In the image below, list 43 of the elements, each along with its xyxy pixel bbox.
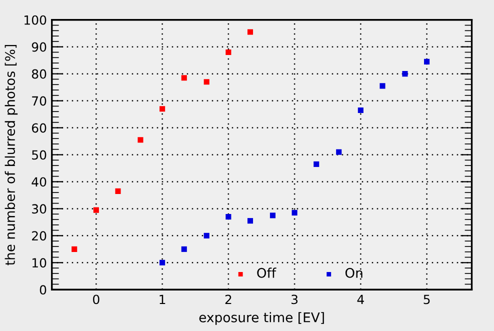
y-tick-label: 20: [32, 231, 46, 241]
point: [424, 58, 430, 64]
point: [181, 246, 187, 252]
y-tick-label: 80: [32, 69, 46, 79]
point: [160, 260, 166, 266]
legend-label: On: [345, 268, 362, 278]
point: [270, 212, 276, 218]
x-tick-label: 0: [93, 294, 100, 304]
point: [226, 214, 232, 220]
point: [247, 29, 254, 35]
point: [93, 207, 99, 213]
y-axis-title: the number of blurred photos [%]: [4, 44, 18, 266]
point: [336, 149, 342, 155]
x-axis-title: exposure time [EV]: [199, 312, 324, 325]
point: [204, 79, 210, 85]
y-tick-label: 70: [32, 96, 46, 106]
point: [292, 210, 298, 216]
point: [358, 107, 364, 114]
y-tick-label: 10: [32, 258, 46, 268]
point: [72, 246, 78, 252]
point: [181, 75, 187, 81]
legend-label: Off: [257, 268, 276, 278]
y-tick-label: 40: [32, 177, 46, 187]
point: [314, 161, 320, 167]
point: [247, 218, 254, 224]
point: [226, 49, 232, 56]
point: [160, 106, 166, 112]
y-tick-label: 50: [32, 150, 46, 160]
point: [115, 188, 121, 194]
y-tick-label: 90: [32, 42, 46, 52]
y-tick-label: 30: [32, 204, 46, 214]
point: [138, 137, 144, 143]
x-tick-label: 2: [225, 294, 232, 304]
y-tick-label: 100: [24, 15, 46, 25]
point: [204, 232, 210, 238]
x-tick-label: 1: [160, 294, 166, 304]
x-tick-label: 3: [292, 294, 298, 304]
y-tick-label: 0: [40, 285, 46, 295]
point: [380, 83, 386, 89]
x-tick-label: 4: [357, 294, 364, 304]
y-tick-label: 60: [32, 123, 46, 133]
point: [402, 71, 408, 77]
x-tick-label: 5: [424, 294, 430, 304]
